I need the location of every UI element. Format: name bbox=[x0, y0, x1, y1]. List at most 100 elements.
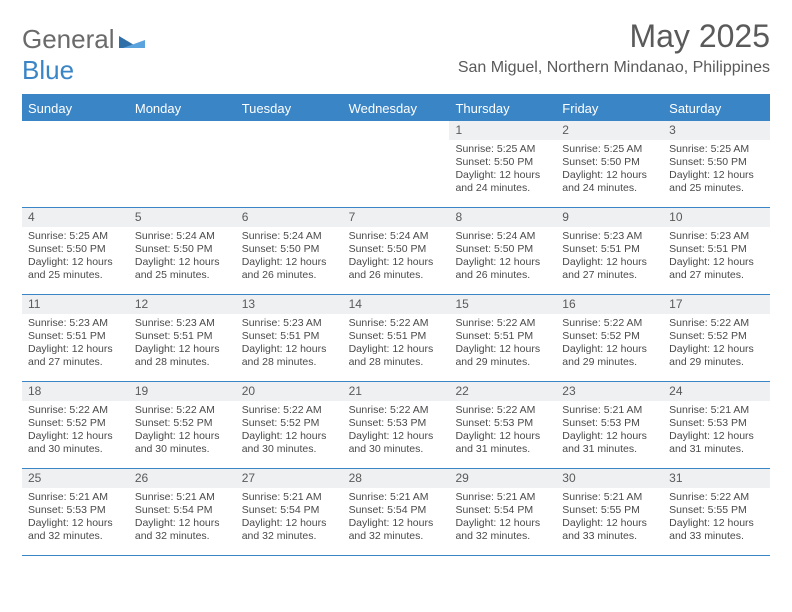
sunset-text: Sunset: 5:53 PM bbox=[28, 504, 123, 517]
header: General Blue May 2025 San Miguel, Northe… bbox=[22, 18, 770, 86]
sunrise-text: Sunrise: 5:22 AM bbox=[562, 317, 657, 330]
cell-body: Sunrise: 5:22 AMSunset: 5:51 PMDaylight:… bbox=[449, 314, 556, 374]
cell-body bbox=[236, 140, 343, 147]
sunrise-text: Sunrise: 5:21 AM bbox=[562, 491, 657, 504]
calendar-cell: 23Sunrise: 5:21 AMSunset: 5:53 PMDayligh… bbox=[556, 382, 663, 468]
week-row: 1Sunrise: 5:25 AMSunset: 5:50 PMDaylight… bbox=[22, 121, 770, 208]
day-header-tuesday: Tuesday bbox=[236, 96, 343, 121]
calendar-cell: 6Sunrise: 5:24 AMSunset: 5:50 PMDaylight… bbox=[236, 208, 343, 294]
daylight-text: Daylight: 12 hours and 32 minutes. bbox=[349, 517, 444, 543]
cell-body: Sunrise: 5:23 AMSunset: 5:51 PMDaylight:… bbox=[236, 314, 343, 374]
calendar-cell-empty bbox=[343, 121, 450, 207]
calendar-cell: 28 Sunrise: 5:21 AMSunset: 5:54 PMDayligh… bbox=[343, 469, 450, 555]
sunset-text: Sunset: 5:51 PM bbox=[28, 330, 123, 343]
sunset-text: Sunset: 5:53 PM bbox=[455, 417, 550, 430]
day-number: 6 bbox=[236, 208, 343, 227]
sunrise-text: Sunrise: 5:24 AM bbox=[349, 230, 444, 243]
cell-body: Sunrise: 5:21 AMSunset: 5:55 PMDaylight:… bbox=[556, 488, 663, 548]
day-number: 12 bbox=[129, 295, 236, 314]
day-number: 30 bbox=[556, 469, 663, 488]
daylight-text: Daylight: 12 hours and 25 minutes. bbox=[28, 256, 123, 282]
sunset-text: Sunset: 5:53 PM bbox=[669, 417, 764, 430]
cell-body: Sunrise: 5:25 AMSunset: 5:50 PMDaylight:… bbox=[556, 140, 663, 200]
calendar-cell: 14Sunrise: 5:22 AMSunset: 5:51 PMDayligh… bbox=[343, 295, 450, 381]
daylight-text: Daylight: 12 hours and 32 minutes. bbox=[455, 517, 550, 543]
logo-mark-icon bbox=[119, 24, 145, 54]
day-header-friday: Friday bbox=[556, 96, 663, 121]
logo: General Blue bbox=[22, 18, 145, 86]
cell-body bbox=[129, 140, 236, 147]
cell-body: Sunrise: 5:22 AMSunset: 5:52 PMDaylight:… bbox=[663, 314, 770, 374]
daylight-text: Daylight: 12 hours and 29 minutes. bbox=[562, 343, 657, 369]
sunrise-text: Sunrise: 5:22 AM bbox=[455, 317, 550, 330]
day-number bbox=[22, 121, 129, 140]
sunset-text: Sunset: 5:51 PM bbox=[242, 330, 337, 343]
daylight-text: Daylight: 12 hours and 33 minutes. bbox=[669, 517, 764, 543]
calendar-cell: 2Sunrise: 5:25 AMSunset: 5:50 PMDaylight… bbox=[556, 121, 663, 207]
sunrise-text: Sunrise: 5:21 AM bbox=[242, 491, 337, 504]
day-number: 10 bbox=[663, 208, 770, 227]
day-number: 26 bbox=[129, 469, 236, 488]
calendar-cell: 17Sunrise: 5:22 AMSunset: 5:52 PMDayligh… bbox=[663, 295, 770, 381]
sunrise-text: Sunrise: 5:22 AM bbox=[349, 404, 444, 417]
day-number: 13 bbox=[236, 295, 343, 314]
calendar-cell: 24Sunrise: 5:21 AMSunset: 5:53 PMDayligh… bbox=[663, 382, 770, 468]
sunset-text: Sunset: 5:50 PM bbox=[455, 243, 550, 256]
cell-body: Sunrise: 5:21 AMSunset: 5:54 PMDaylight:… bbox=[236, 488, 343, 548]
daylight-text: Daylight: 12 hours and 28 minutes. bbox=[242, 343, 337, 369]
cell-body: Sunrise: 5:22 AMSunset: 5:53 PMDaylight:… bbox=[343, 401, 450, 461]
cell-body: Sunrise: 5:23 AMSunset: 5:51 PMDaylight:… bbox=[663, 227, 770, 287]
day-number: 19 bbox=[129, 382, 236, 401]
day-number: 31 bbox=[663, 469, 770, 488]
sunset-text: Sunset: 5:53 PM bbox=[562, 417, 657, 430]
sunset-text: Sunset: 5:52 PM bbox=[669, 330, 764, 343]
daylight-text: Daylight: 12 hours and 24 minutes. bbox=[455, 169, 550, 195]
day-number: 24 bbox=[663, 382, 770, 401]
calendar-cell: 30Sunrise: 5:21 AMSunset: 5:55 PMDayligh… bbox=[556, 469, 663, 555]
day-number: 20 bbox=[236, 382, 343, 401]
sunset-text: Sunset: 5:52 PM bbox=[562, 330, 657, 343]
location-subtitle: San Miguel, Northern Mindanao, Philippin… bbox=[458, 59, 770, 77]
sunset-text: Sunset: 5:50 PM bbox=[242, 243, 337, 256]
sunset-text: Sunset: 5:50 PM bbox=[135, 243, 230, 256]
daylight-text: Daylight: 12 hours and 30 minutes. bbox=[135, 430, 230, 456]
sunrise-text: Sunrise: 5:22 AM bbox=[28, 404, 123, 417]
sunrise-text: Sunrise: 5:23 AM bbox=[28, 317, 123, 330]
sunrise-text: Sunrise: 5:22 AM bbox=[349, 317, 444, 330]
sunrise-text: Sunrise: 5:21 AM bbox=[562, 404, 657, 417]
day-number: 5 bbox=[129, 208, 236, 227]
sunrise-text: Sunrise: 5:25 AM bbox=[669, 143, 764, 156]
cell-body: Sunrise: 5:25 AMSunset: 5:50 PMDaylight:… bbox=[22, 227, 129, 287]
daylight-text: Daylight: 12 hours and 27 minutes. bbox=[562, 256, 657, 282]
daylight-text: Daylight: 12 hours and 29 minutes. bbox=[669, 343, 764, 369]
sunset-text: Sunset: 5:51 PM bbox=[349, 330, 444, 343]
cell-body: Sunrise: 5:25 AMSunset: 5:50 PMDaylight:… bbox=[449, 140, 556, 200]
calendar-cell: 4Sunrise: 5:25 AMSunset: 5:50 PMDaylight… bbox=[22, 208, 129, 294]
day-number bbox=[236, 121, 343, 140]
sunrise-text: Sunrise: 5:23 AM bbox=[562, 230, 657, 243]
sunrise-text: Sunrise: 5:22 AM bbox=[242, 404, 337, 417]
cell-body: Sunrise: 5:24 AMSunset: 5:50 PMDaylight:… bbox=[129, 227, 236, 287]
calendar-cell-empty bbox=[129, 121, 236, 207]
sunset-text: Sunset: 5:54 PM bbox=[135, 504, 230, 517]
day-number: 8 bbox=[449, 208, 556, 227]
sunrise-text: Sunrise: 5:21 AM bbox=[455, 491, 550, 504]
sunset-text: Sunset: 5:54 PM bbox=[349, 504, 444, 517]
calendar-cell: 22Sunrise: 5:22 AMSunset: 5:53 PMDayligh… bbox=[449, 382, 556, 468]
day-number: 4 bbox=[22, 208, 129, 227]
calendar-cell: 25Sunrise: 5:21 AMSunset: 5:53 PMDayligh… bbox=[22, 469, 129, 555]
daylight-text: Daylight: 12 hours and 26 minutes. bbox=[349, 256, 444, 282]
calendar-cell: 26Sunrise: 5:21 AMSunset: 5:54 PMDayligh… bbox=[129, 469, 236, 555]
day-number: 2 bbox=[556, 121, 663, 140]
daylight-text: Daylight: 12 hours and 32 minutes. bbox=[28, 517, 123, 543]
sunrise-text: Sunrise: 5:21 AM bbox=[669, 404, 764, 417]
sunrise-text: Sunrise: 5:21 AM bbox=[349, 491, 444, 504]
cell-body: Sunrise: 5:21 AMSunset: 5:53 PMDaylight:… bbox=[663, 401, 770, 461]
day-number: 11 bbox=[22, 295, 129, 314]
day-number: 16 bbox=[556, 295, 663, 314]
daylight-text: Daylight: 12 hours and 28 minutes. bbox=[349, 343, 444, 369]
sunset-text: Sunset: 5:55 PM bbox=[669, 504, 764, 517]
day-number: 28 bbox=[343, 469, 450, 488]
cell-body: Sunrise: 5:21 AMSunset: 5:54 PMDaylight:… bbox=[129, 488, 236, 548]
daylight-text: Daylight: 12 hours and 25 minutes. bbox=[669, 169, 764, 195]
